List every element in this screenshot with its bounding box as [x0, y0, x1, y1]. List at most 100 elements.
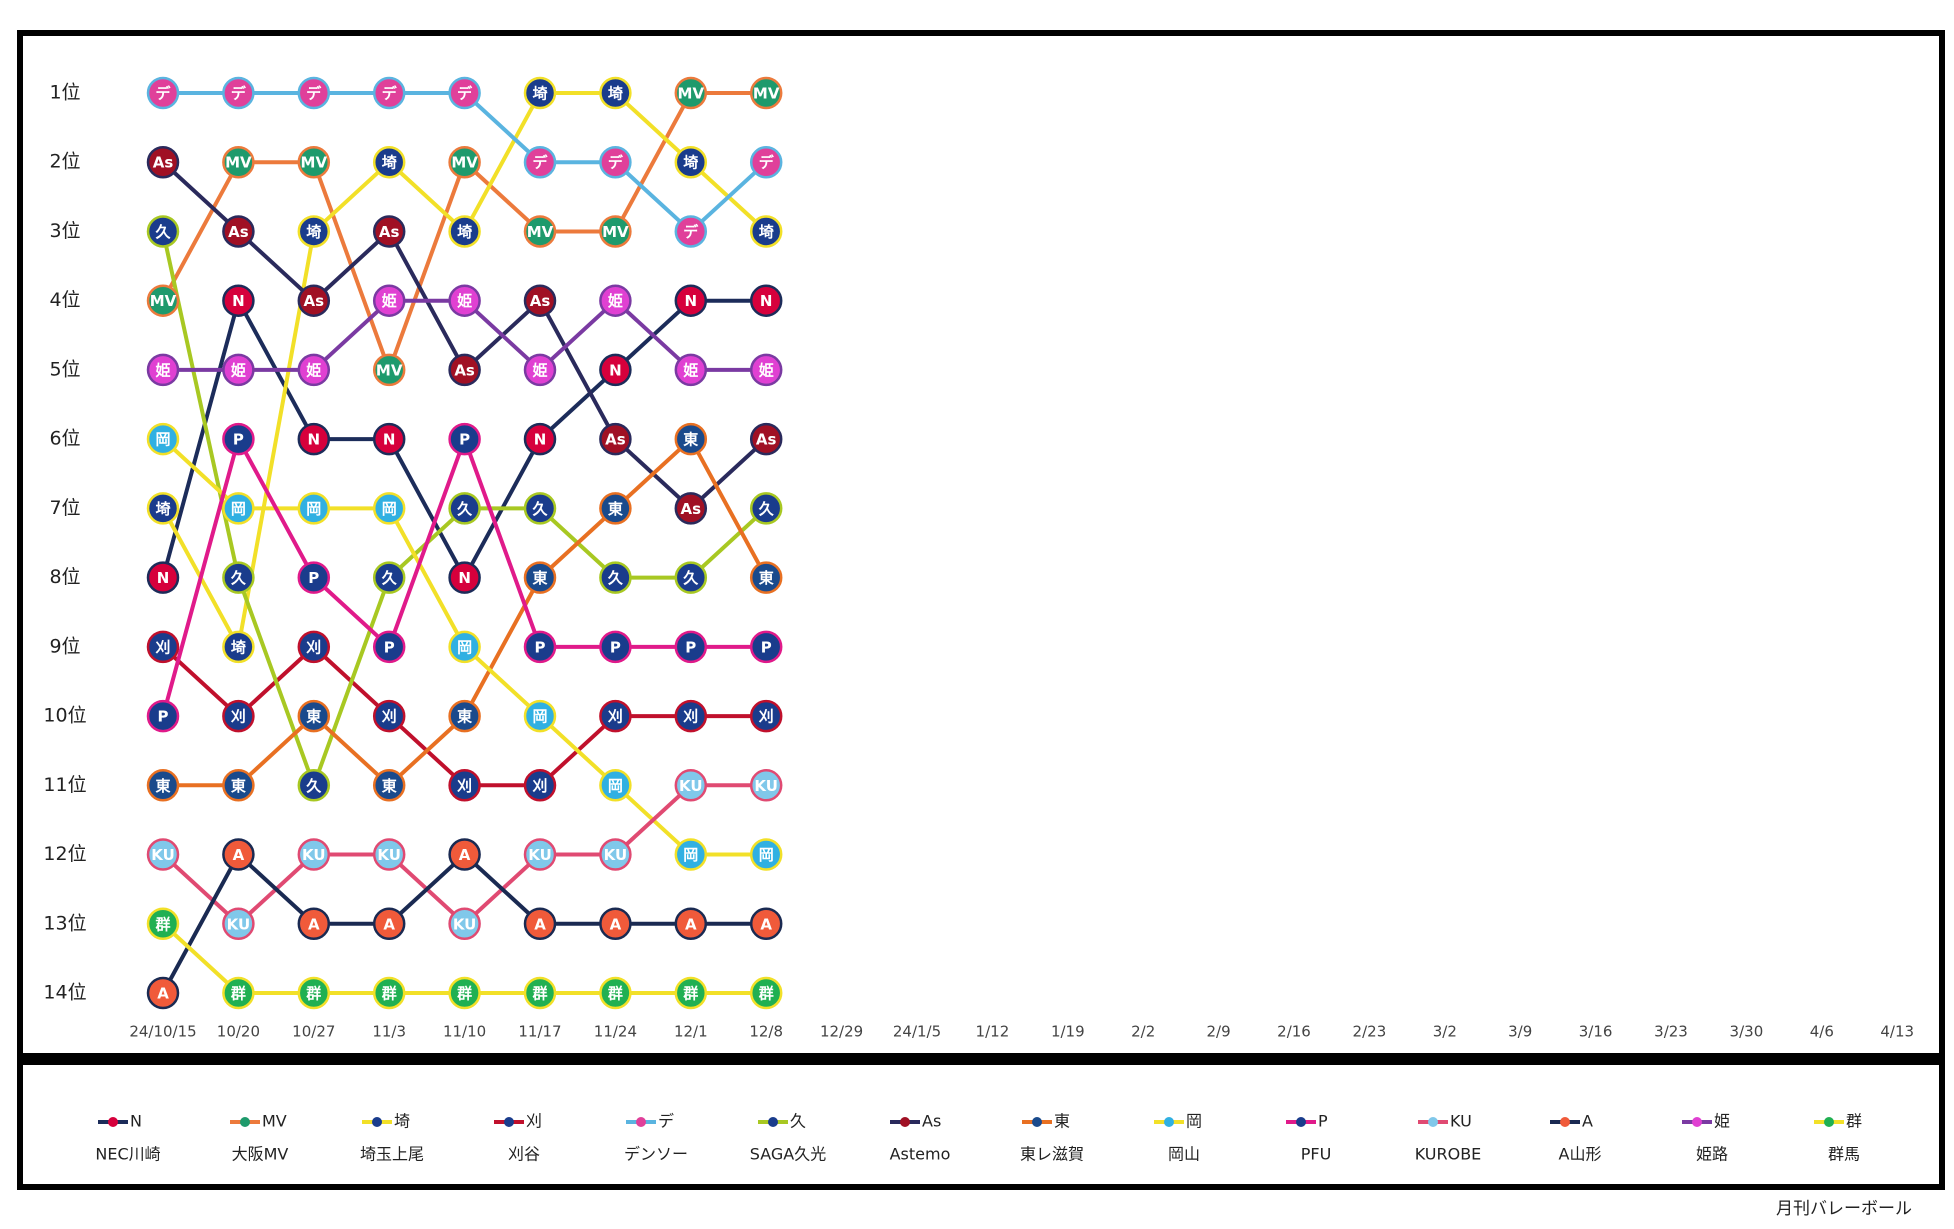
legend-label: P: [1318, 1112, 1328, 1131]
marker: [297, 145, 331, 179]
marker-label: 東: [608, 500, 623, 518]
marker-label: 東: [532, 569, 547, 587]
marker-label: デ: [306, 85, 322, 103]
marker-label: P: [610, 638, 621, 656]
marker-label: 久: [683, 569, 699, 587]
marker: [749, 907, 783, 941]
marker: [372, 145, 406, 179]
marker-label: A: [308, 915, 320, 933]
x-tick-label: 2/2: [1131, 1023, 1155, 1041]
marker-label: N: [232, 292, 245, 310]
marker-label: A: [157, 985, 169, 1003]
marker-label: 刈: [155, 638, 170, 656]
marker: [146, 907, 180, 941]
marker-label: 埼: [608, 85, 623, 103]
marker: [372, 907, 406, 941]
y-tick-label: 7位: [49, 497, 80, 519]
marker: [749, 145, 783, 179]
marker: [523, 422, 557, 456]
marker-label: 久: [155, 223, 171, 241]
marker-label: MV: [678, 85, 705, 103]
y-tick-label: 4位: [49, 289, 80, 311]
marker-label: P: [761, 638, 772, 656]
marker-label: 群: [382, 985, 397, 1003]
y-tick-label: 9位: [49, 635, 80, 657]
marker: [448, 353, 481, 387]
marker-label: デ: [608, 154, 624, 172]
marker-label: N: [760, 292, 773, 310]
marker: [297, 561, 331, 594]
marker-label: 埼: [382, 154, 397, 172]
marker-label: 埼: [759, 223, 774, 241]
x-tick-label: 12/8: [749, 1023, 783, 1041]
marker-label: P: [685, 638, 696, 656]
legend-label: As: [922, 1112, 941, 1131]
marker-label: A: [534, 915, 546, 933]
marker-label: MV: [225, 154, 252, 172]
marker: [749, 699, 783, 733]
marker-label: N: [383, 431, 396, 449]
marker: [448, 699, 481, 733]
marker: [222, 422, 255, 456]
marker: [222, 699, 255, 733]
marker-label: N: [685, 292, 698, 310]
marker: [749, 492, 783, 525]
marker-label: 東: [231, 777, 246, 795]
marker: [523, 769, 557, 802]
marker: [749, 284, 783, 317]
marker: [448, 492, 481, 525]
series-line: [163, 435, 768, 789]
marker-label: デ: [532, 154, 548, 172]
marker: [222, 145, 255, 179]
legend-frame: [17, 1059, 1945, 1190]
marker: [674, 422, 708, 456]
marker-label: 久: [306, 777, 322, 795]
marker: [448, 630, 481, 664]
marker-label: P: [233, 431, 244, 449]
legend-label: 姫: [1714, 1112, 1730, 1131]
marker-label: 東: [759, 569, 774, 587]
marker-label: 群: [155, 915, 170, 933]
marker: [599, 630, 632, 664]
marker-label: A: [685, 915, 697, 933]
marker-label: MV: [753, 85, 780, 103]
y-tick-label: 13位: [43, 912, 86, 934]
x-tick-label: 10/20: [217, 1023, 260, 1041]
marker-label: 岡: [231, 500, 246, 518]
marker: [448, 422, 481, 456]
x-tick-label: 12/29: [820, 1023, 863, 1041]
legend-name: Astemo: [890, 1145, 951, 1164]
marker-label: 東: [683, 431, 698, 449]
marker-label: N: [458, 569, 471, 587]
marker-label: KU: [302, 846, 326, 864]
marker-label: 岡: [608, 777, 623, 795]
marker-label: 久: [608, 569, 624, 587]
marker: [599, 699, 632, 733]
marker: [448, 838, 481, 871]
marker: [599, 838, 632, 871]
legend-marker: [900, 1117, 910, 1127]
legend-marker: [1692, 1117, 1702, 1127]
x-tick-label: 3/9: [1508, 1023, 1532, 1041]
marker: [749, 422, 783, 456]
marker-label: 埼: [155, 500, 170, 518]
marker: [674, 838, 708, 871]
marker-label: As: [454, 361, 475, 379]
marker: [222, 838, 255, 871]
x-tick-label: 3/2: [1433, 1023, 1457, 1041]
marker: [372, 630, 406, 664]
marker-label: KU: [679, 777, 703, 795]
marker-label: KU: [377, 846, 401, 864]
marker-label: As: [379, 223, 400, 241]
marker-label: 姫: [306, 361, 321, 379]
marker-label: MV: [376, 361, 403, 379]
marker-label: 姫: [608, 292, 623, 310]
marker: [146, 145, 180, 179]
marker: [523, 76, 557, 110]
legend-marker: [1560, 1117, 1570, 1127]
legend-name: デンソー: [624, 1145, 688, 1164]
marker-label: デ: [382, 85, 398, 103]
marker: [599, 215, 632, 248]
legend-label: 群: [1846, 1112, 1862, 1131]
